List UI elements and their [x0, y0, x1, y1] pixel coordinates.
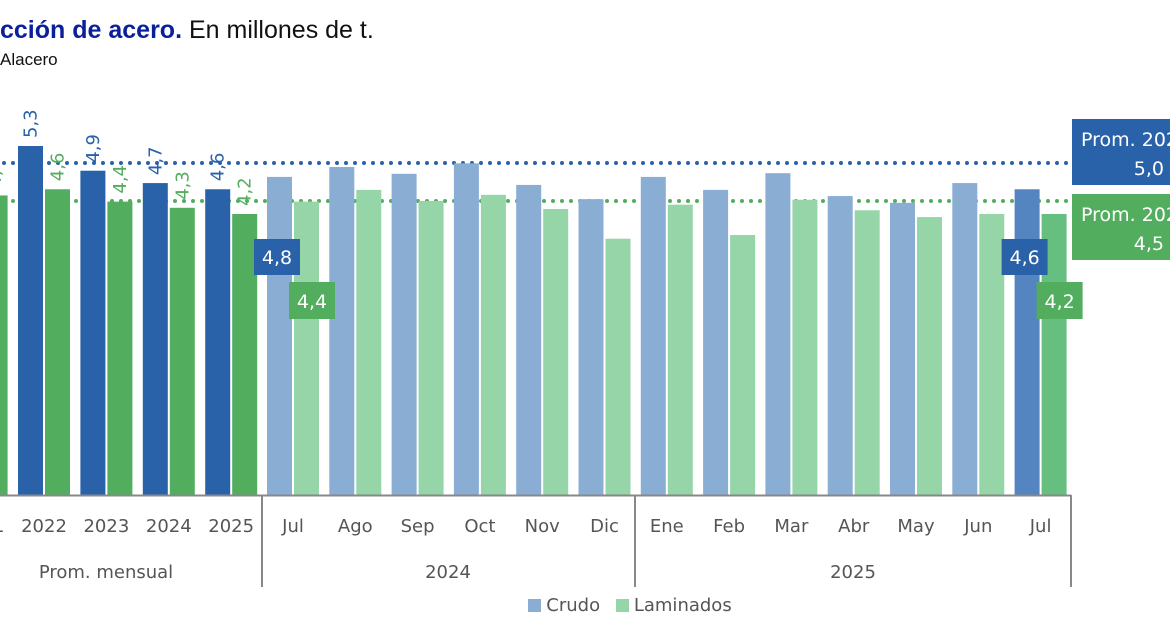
chart-title-rest: En millones de t.: [182, 16, 374, 44]
bar-laminados-Ene: [667, 204, 693, 495]
data-label-crudo: 4,7: [145, 146, 166, 175]
bar-laminados-2024: [169, 207, 195, 496]
bar-crudo-Jun: [952, 183, 978, 495]
data-label-laminados: 4,4: [110, 165, 131, 194]
x-tick-label: May: [897, 516, 935, 537]
bar-crudo-May: [890, 202, 915, 495]
bar-crudo-Feb: [703, 189, 729, 496]
x-tick-label: Jul: [281, 516, 304, 537]
x-tick-label: 2024: [146, 516, 192, 537]
bar-laminados-2021: [0, 195, 8, 495]
bar-crudo-Oct: [453, 163, 479, 495]
reference-label-title: Prom. 202: [1081, 204, 1170, 226]
bar-laminados-Dic: [605, 238, 631, 495]
bar-crudo-Ago: [329, 167, 355, 495]
group-label: Prom. mensual: [39, 562, 173, 583]
x-tick-label: Sep: [401, 516, 435, 537]
bar-crudo-Ene: [640, 176, 666, 495]
x-tick-label: Jul: [1029, 516, 1052, 537]
reference-label-value: 5,0: [1134, 158, 1164, 180]
group-label: 2025: [830, 562, 876, 583]
data-label-laminados: 4,2: [1044, 291, 1074, 313]
legend-swatch-laminados: [615, 599, 629, 612]
bar-crudo-Jul: [267, 176, 292, 495]
reference-label-box-laminados: [1072, 194, 1170, 260]
bar-crudo-2025: [205, 189, 231, 495]
data-label-box-laminados: [289, 282, 335, 319]
x-tick-label: Ene: [650, 516, 684, 537]
reference-label-box-crudo: [1072, 119, 1170, 185]
bar-laminados-2025: [232, 213, 258, 496]
data-label-laminados: 4,: [0, 170, 6, 187]
x-tick-label: Jun: [963, 516, 992, 537]
bar-laminados-Oct: [480, 194, 506, 495]
bar-crudo-2024: [142, 183, 168, 495]
x-tick-label: Nov: [525, 516, 560, 537]
bar-laminados-2023: [107, 201, 133, 495]
legend-swatch-crudo: [528, 599, 542, 612]
data-label-crudo: 4,8: [262, 247, 292, 269]
bar-crudo-Dic: [578, 199, 604, 495]
bar-laminados-Nov: [543, 209, 569, 495]
x-tick-label: Mar: [774, 516, 809, 537]
bar-laminados-Abr: [854, 210, 880, 495]
x-tick-label: Abr: [838, 516, 870, 537]
x-tick-label: Oct: [464, 516, 495, 537]
x-tick-label: 2021: [0, 516, 5, 537]
data-label-laminados: 4,3: [172, 171, 193, 200]
bar-crudo-2022: [18, 146, 43, 495]
bar-crudo-Jul: [1014, 189, 1040, 495]
x-tick-label: 2023: [83, 516, 129, 537]
bar-laminados-Mar: [792, 199, 818, 496]
data-label-laminados: 4,2: [235, 177, 256, 206]
reference-label-title: Prom. 202: [1081, 129, 1170, 151]
data-label-crudo: 4,6: [1009, 247, 1039, 269]
x-tick-label: Dic: [590, 516, 619, 537]
x-tick-label: 2022: [21, 516, 67, 537]
legend: Crudo Laminados: [0, 595, 1170, 616]
bar-crudo-2023: [80, 170, 106, 495]
x-tick-label: Feb: [713, 516, 745, 537]
bar-crudo-Mar: [765, 173, 791, 495]
bar-laminados-Sep: [418, 201, 444, 495]
data-label-box-laminados: [1036, 282, 1083, 319]
data-label-laminados: 4,4: [297, 291, 327, 313]
bar-crudo-Nov: [516, 184, 542, 495]
bar-crudo-Sep: [391, 173, 417, 495]
bar-laminados-May: [917, 217, 942, 495]
chart-title-bold: cción de acero.: [0, 16, 183, 44]
x-tick-label: 2025: [208, 516, 254, 537]
legend-label-laminados: Laminados: [633, 595, 732, 616]
chart-source: Alacero: [0, 50, 58, 69]
data-label-crudo: 4,6: [208, 153, 229, 182]
data-label-crudo: 5,3: [21, 109, 42, 138]
bar-laminados-Jun: [979, 213, 1005, 496]
bar-laminados-2022: [45, 189, 70, 495]
data-label-laminados: 4,6: [48, 153, 69, 182]
legend-label-crudo: Crudo: [546, 595, 601, 616]
bar-laminados-Feb: [730, 234, 756, 495]
bar-laminados-Ago: [356, 189, 382, 496]
chart-title: cción de acero. En millones de t.: [0, 16, 374, 45]
x-tick-label: Ago: [338, 516, 373, 537]
reference-label-value: 4,5: [1134, 233, 1164, 255]
bar-crudo-Abr: [827, 196, 853, 496]
data-label-box-crudo: [1001, 239, 1048, 275]
data-label-crudo: 4,9: [83, 134, 104, 163]
data-label-box-crudo: [254, 239, 300, 275]
group-label: 2024: [425, 562, 471, 583]
